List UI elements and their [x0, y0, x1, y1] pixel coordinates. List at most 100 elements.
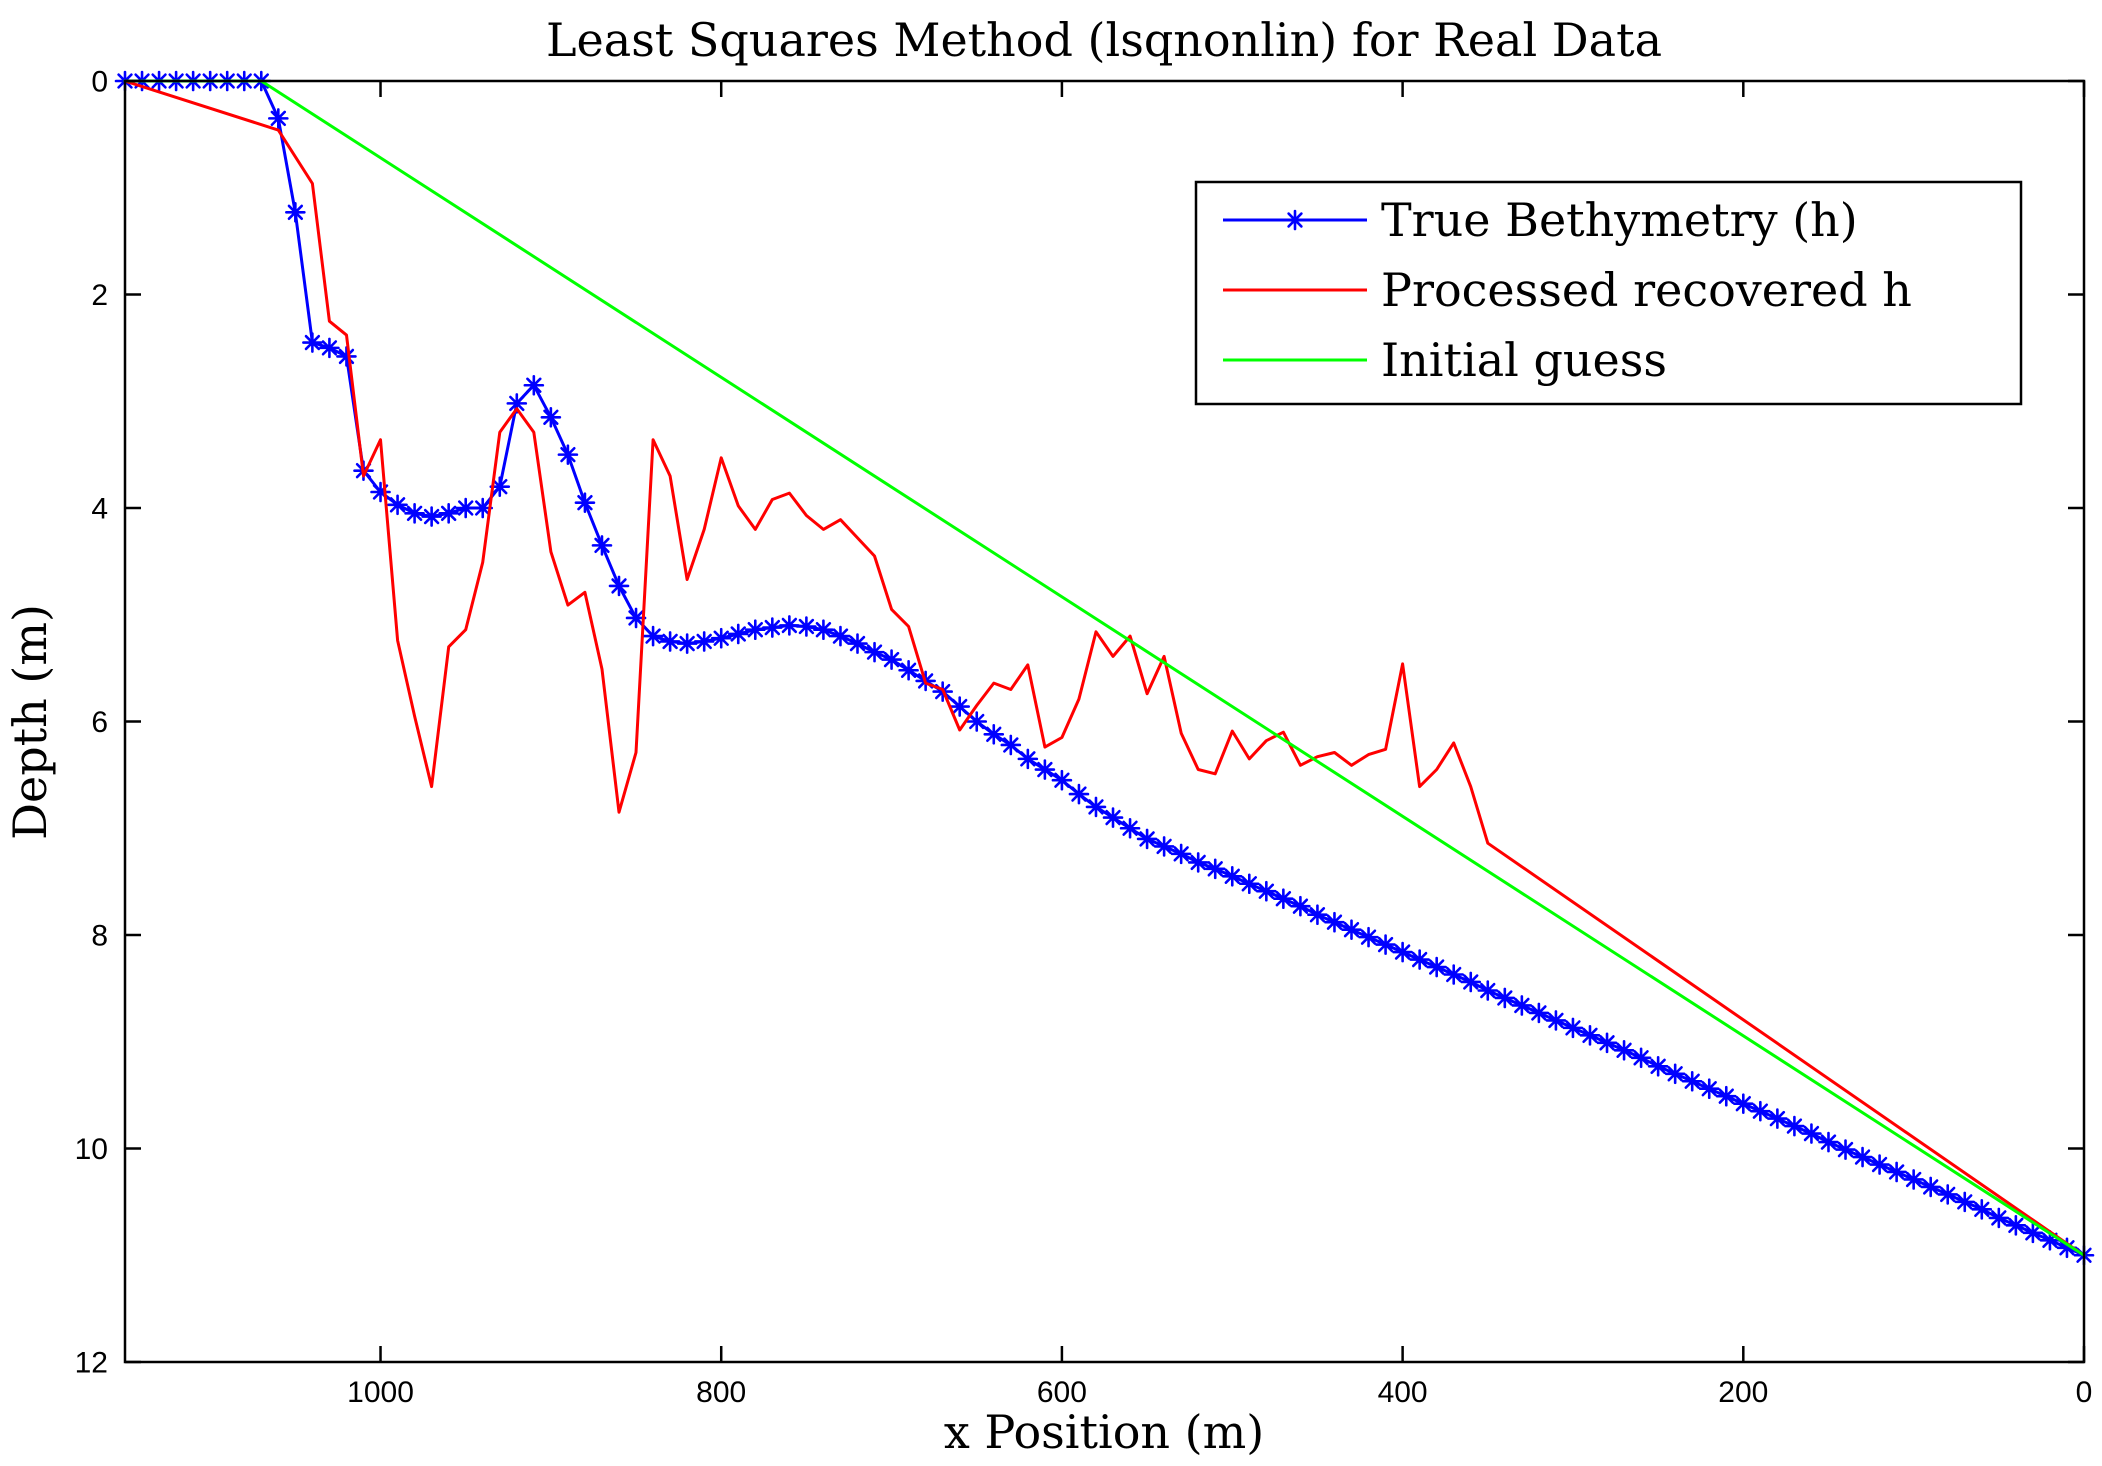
- y-tick-label: 8: [91, 920, 108, 953]
- true-h-marker: [659, 631, 681, 652]
- true-h-marker: [813, 619, 834, 640]
- true-h-marker: [1409, 949, 1430, 970]
- true-h-marker: [762, 617, 783, 638]
- x-tick-label: 0: [2076, 1376, 2093, 1409]
- legend-label-true-h: True Bethymetry (h): [1381, 193, 1858, 247]
- y-tick-label: 0: [91, 66, 108, 99]
- true-h-marker: [370, 481, 391, 503]
- true-h-marker: [1886, 1161, 1907, 1183]
- true-h-marker: [1273, 888, 1294, 910]
- true-h-marker: [608, 575, 630, 597]
- true-h-marker: [472, 497, 494, 519]
- axes-box: [123, 79, 2086, 1364]
- true-h-marker: [1204, 858, 1226, 880]
- true-h-marker: [1988, 1207, 2010, 1229]
- true-h-marker: [1954, 1191, 1976, 1213]
- true-h-marker: [1034, 759, 1056, 780]
- true-h-marker: [523, 374, 545, 396]
- true-h-marker: [455, 497, 476, 519]
- true-h-marker: [710, 627, 732, 649]
- true-h-marker: [1085, 796, 1107, 818]
- x-tick-label: 600: [1037, 1376, 1087, 1409]
- true-h-marker: [1392, 941, 1413, 963]
- true-h-marker: [1256, 880, 1277, 902]
- true-h-marker: [387, 494, 408, 516]
- true-h-marker: [1477, 980, 1499, 1001]
- true-h-marker: [1664, 1063, 1686, 1085]
- true-h-marker: [1971, 1199, 1993, 1220]
- true-h-marker: [1818, 1131, 1839, 1153]
- y-tick-label: 2: [91, 279, 108, 312]
- true-h-marker: [1715, 1085, 1737, 1107]
- true-h-marker: [268, 108, 289, 129]
- true-h-marker: [1170, 843, 1192, 865]
- true-h-marker: [1290, 895, 1311, 917]
- true-h-marker: [1494, 987, 1516, 1009]
- true-h-marker: [1852, 1146, 1873, 1168]
- true-h-marker: [1801, 1123, 1822, 1144]
- true-h-marker: [574, 492, 596, 513]
- true-h-marker: [1937, 1184, 1959, 1205]
- legend-asterisk-marker: [1284, 209, 1306, 231]
- true-h-marker: [1426, 956, 1447, 978]
- true-h-marker: [1528, 1002, 1550, 1024]
- true-h-marker: [1000, 734, 1022, 756]
- y-tick-label: 4: [91, 493, 108, 526]
- true-h-marker: [1750, 1100, 1771, 1122]
- true-h-marker: [881, 649, 902, 670]
- true-h-marker: [1341, 919, 1362, 940]
- true-h-marker: [966, 711, 988, 732]
- true-h-marker: [404, 503, 425, 524]
- legend-entry-true-h: True Bethymetry (h): [1223, 193, 1858, 247]
- true-h-marker: [1017, 748, 1039, 770]
- true-h-marker: [2005, 1215, 2027, 1236]
- true-h-marker: [1545, 1010, 1567, 1031]
- true-h-marker: [1579, 1025, 1601, 1046]
- true-h-marker: [506, 393, 528, 414]
- legend-label-recovered-h: Processed recovered h: [1381, 263, 1912, 317]
- x-tick-label: 800: [696, 1376, 746, 1409]
- true-h-marker: [779, 615, 800, 636]
- y-tick-label: 10: [75, 1133, 108, 1166]
- true-h-marker: [642, 625, 664, 647]
- true-h-marker: [1119, 817, 1141, 839]
- true-h-marker: [2056, 1237, 2078, 1259]
- true-h-marker: [1698, 1078, 1720, 1100]
- true-h-marker: [1869, 1154, 1890, 1175]
- true-h-marker: [1102, 807, 1124, 828]
- true-h-marker: [1307, 904, 1328, 926]
- legend-label-initial-guess: Initial guess: [1381, 333, 1667, 387]
- y-tick-label: 6: [91, 706, 108, 739]
- true-h-marker: [1733, 1093, 1754, 1114]
- chart-title: Least Squares Method (lsqnonlin) for Rea…: [546, 13, 1662, 67]
- true-h-marker: [1324, 911, 1345, 933]
- x-tick-label: 200: [1718, 1376, 1768, 1409]
- true-h-marker: [557, 444, 579, 465]
- true-h-marker: [1511, 995, 1533, 1016]
- true-h-marker: [1630, 1047, 1652, 1069]
- true-h-marker: [1068, 783, 1090, 805]
- true-h-marker: [727, 623, 749, 645]
- true-h-marker: [1443, 964, 1465, 985]
- true-h-marker: [1613, 1039, 1635, 1061]
- legend-entry-initial-guess: Initial guess: [1223, 333, 1667, 387]
- true-h-marker: [847, 633, 868, 654]
- true-h-marker: [1136, 828, 1158, 850]
- true-h-marker: [2039, 1230, 2061, 1251]
- true-h-marker: [796, 616, 817, 637]
- true-h-marker: [2022, 1222, 2044, 1244]
- true-h-marker: [1460, 971, 1482, 993]
- true-h-marker: [1358, 926, 1379, 948]
- true-h-marker: [489, 476, 511, 497]
- true-h-marker: [744, 619, 766, 640]
- true-h-marker: [898, 659, 919, 681]
- legend-entry-recovered-h: Processed recovered h: [1223, 263, 1912, 317]
- true-h-marker: [1835, 1139, 1856, 1160]
- axes: 1000 800 600 400 200 0 0 2 4 6 8 10 12: [75, 66, 2093, 1410]
- true-h-marker: [285, 202, 306, 223]
- true-h-marker: [693, 631, 715, 652]
- true-h-marker: [983, 724, 1005, 745]
- true-h-marker: [1903, 1169, 1924, 1190]
- recovered-h-line: [123, 79, 2086, 1257]
